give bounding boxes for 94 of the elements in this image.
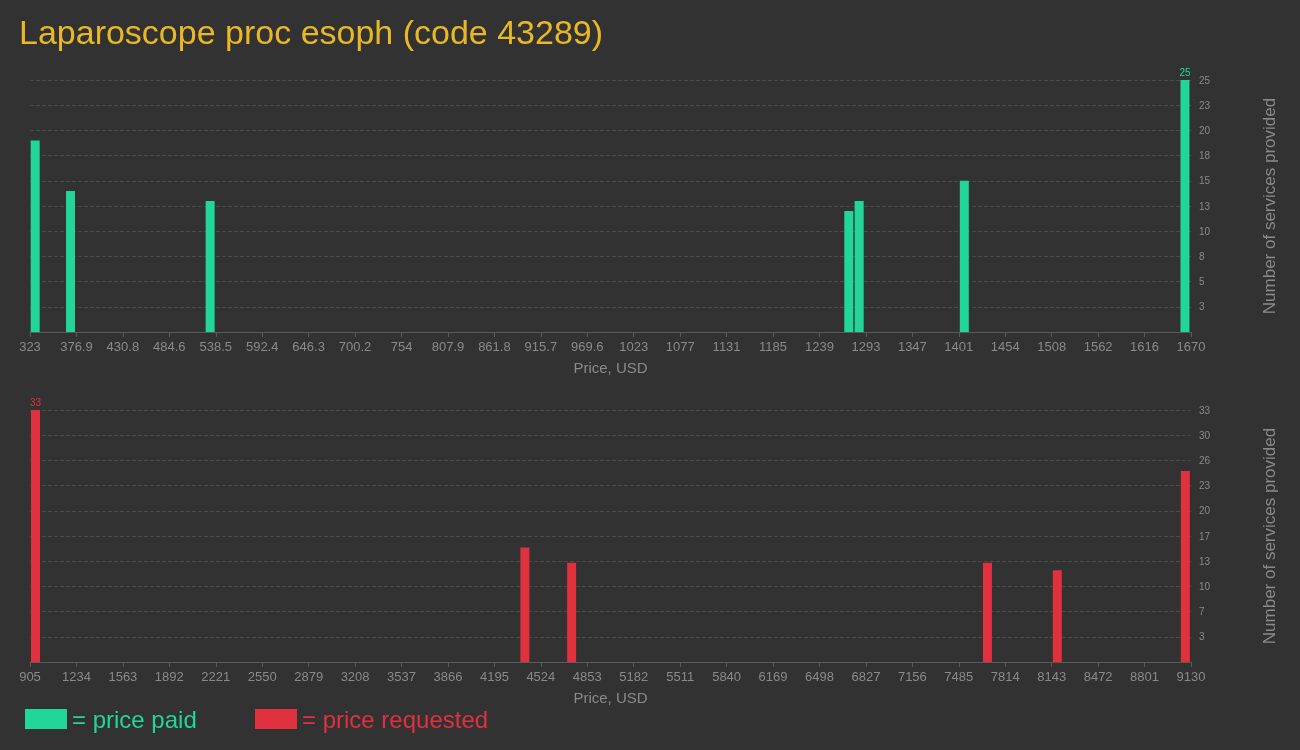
y-tick-label: 23 xyxy=(1199,99,1211,111)
bar xyxy=(844,211,854,332)
x-tick-label: 484.6 xyxy=(153,339,186,354)
data-label: 25 xyxy=(1179,66,1191,78)
y-tick-label: 30 xyxy=(1199,429,1211,441)
y-axis-title: Number of services provided xyxy=(1260,427,1279,645)
x-tick-label: 646.3 xyxy=(292,339,325,354)
y-axis-title: Number of services provided xyxy=(1260,97,1279,315)
x-tick-label: 861.8 xyxy=(478,339,511,354)
x-tick-label: 1670 xyxy=(1176,339,1206,354)
x-tick-label: 323 xyxy=(19,339,41,354)
x-tick-label: 1293 xyxy=(851,339,881,354)
x-tick-label: 5182 xyxy=(619,669,649,684)
y-tick-label: 3 xyxy=(1199,631,1205,643)
x-tick-label: 1563 xyxy=(108,669,138,684)
x-tick-label: 905 xyxy=(19,669,41,684)
x-tick-label: 807.9 xyxy=(431,339,465,354)
bar xyxy=(205,200,215,332)
x-tick-label: 592.4 xyxy=(245,339,279,354)
y-tick-label: 8 xyxy=(1199,250,1205,262)
bar xyxy=(30,140,40,332)
x-tick-label: 1616 xyxy=(1130,339,1160,354)
bar xyxy=(66,190,76,332)
bar xyxy=(31,410,40,662)
x-tick-label: 6498 xyxy=(805,669,834,684)
x-tick-label: 6169 xyxy=(758,669,788,684)
y-tick-label: 23 xyxy=(1199,480,1211,492)
x-tick-label: 5511 xyxy=(666,669,695,684)
y-tick-label: 20 xyxy=(1199,505,1211,517)
y-tick-label: 25 xyxy=(1199,74,1211,86)
x-tick-label: 1185 xyxy=(759,339,788,354)
x-tick-label: 4524 xyxy=(526,669,556,684)
y-tick-label: 33 xyxy=(1199,404,1211,416)
y-tick-label: 7 xyxy=(1199,606,1205,618)
x-tick-label: 1239 xyxy=(805,339,834,354)
x-tick-label: 1508 xyxy=(1037,339,1067,354)
x-tick-label: 9130 xyxy=(1176,669,1206,684)
x-tick-label: 6827 xyxy=(851,669,881,684)
x-tick-label: 1401 xyxy=(944,339,974,354)
y-tick-label: 13 xyxy=(1199,555,1211,567)
y-tick-label: 18 xyxy=(1199,150,1211,162)
data-label: 33 xyxy=(29,396,42,408)
bar xyxy=(1180,80,1190,332)
x-tick-label: 2550 xyxy=(247,669,277,684)
x-tick-label: 1131 xyxy=(712,339,741,354)
bar xyxy=(854,200,864,332)
bar xyxy=(1052,570,1062,662)
x-axis-title: Price, USD xyxy=(573,359,648,376)
x-tick-label: 3537 xyxy=(387,669,416,684)
y-tick-label: 26 xyxy=(1199,454,1211,466)
y-tick-label: 15 xyxy=(1199,175,1211,187)
y-tick-label: 17 xyxy=(1199,530,1211,542)
x-tick-label: 1077 xyxy=(665,339,695,354)
y-tick-label: 5 xyxy=(1199,276,1205,288)
x-tick-label: 2879 xyxy=(294,669,324,684)
bar xyxy=(982,562,992,662)
bar xyxy=(567,562,577,662)
x-tick-label: 2221 xyxy=(201,669,231,684)
y-tick-label: 20 xyxy=(1199,124,1211,136)
x-tick-label: 7485 xyxy=(944,669,974,684)
legend-label: = price requested xyxy=(302,705,489,733)
x-tick-label: 4853 xyxy=(572,669,602,684)
bar xyxy=(520,547,530,662)
y-tick-label: 13 xyxy=(1199,200,1211,212)
x-tick-label: 1347 xyxy=(897,339,927,354)
x-tick-label: 3208 xyxy=(340,669,370,684)
x-tick-label: 5840 xyxy=(712,669,742,684)
x-tick-label: 376.9 xyxy=(60,339,93,354)
x-tick-label: 8801 xyxy=(1130,669,1160,684)
x-tick-label: 538.5 xyxy=(199,339,233,354)
x-tick-label: 1892 xyxy=(154,669,184,684)
x-tick-label: 915.7 xyxy=(524,339,558,354)
x-tick-label: 1234 xyxy=(61,669,91,684)
x-tick-label: 1562 xyxy=(1083,339,1113,354)
x-tick-label: 8143 xyxy=(1037,669,1067,684)
legend-label: = price paid xyxy=(72,705,197,733)
x-tick-label: 4195 xyxy=(479,669,509,684)
x-tick-label: 700.2 xyxy=(338,339,372,354)
x-tick-label: 3866 xyxy=(433,669,463,684)
x-tick-label: 969.6 xyxy=(571,339,604,354)
x-axis-title: Price, USD xyxy=(573,689,648,706)
x-tick-label: 7156 xyxy=(897,669,927,684)
chart-title: Laparoscope proc esoph (code 43289) xyxy=(19,13,604,51)
x-tick-label: 1454 xyxy=(990,339,1020,354)
y-tick-label: 10 xyxy=(1199,580,1211,592)
x-tick-label: 7814 xyxy=(990,669,1020,684)
x-tick-label: 1023 xyxy=(619,339,649,354)
bar xyxy=(1180,471,1190,662)
bar xyxy=(959,180,969,332)
x-tick-label: 754 xyxy=(390,339,413,354)
x-tick-label: 8472 xyxy=(1083,669,1113,684)
x-tick-label: 430.8 xyxy=(106,339,140,354)
y-tick-label: 3 xyxy=(1199,301,1205,313)
y-tick-label: 10 xyxy=(1199,225,1211,237)
